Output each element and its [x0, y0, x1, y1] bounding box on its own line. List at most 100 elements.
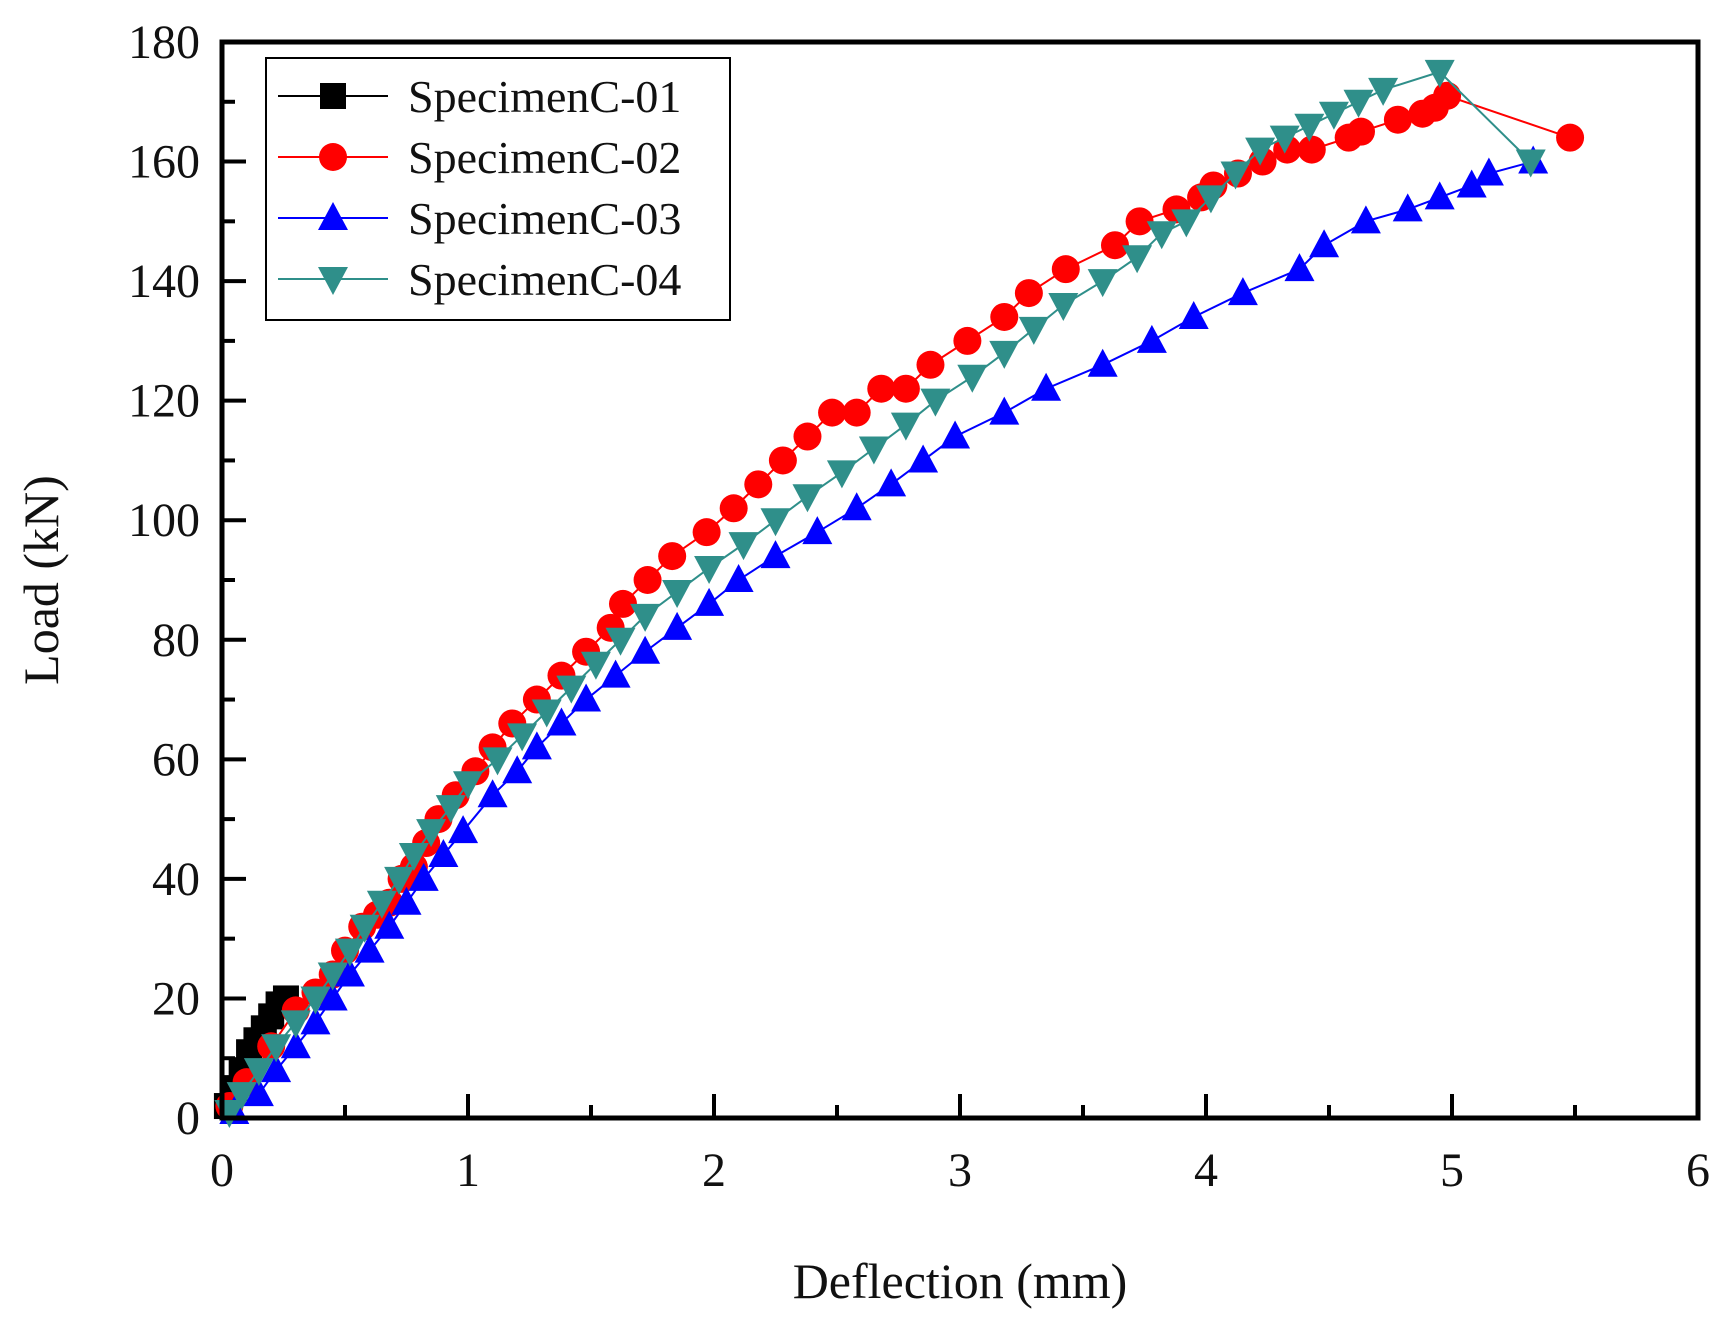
- data-point: [531, 699, 562, 728]
- x-tick-label: 2: [702, 1144, 726, 1197]
- y-tick-label: 40: [152, 853, 200, 906]
- data-point: [416, 819, 447, 848]
- data-point: [728, 532, 759, 561]
- data-point: [1343, 89, 1374, 118]
- data-point: [398, 842, 429, 871]
- data-point: [891, 374, 920, 403]
- legend: SpecimenC-01 SpecimenC-02 SpecimenC-03 Spec…: [265, 57, 731, 321]
- data-point: [990, 302, 1019, 331]
- data-point: [1424, 181, 1455, 210]
- x-tick-label: 1: [456, 1144, 480, 1197]
- y-tick-label: 60: [152, 733, 200, 786]
- data-point: [826, 460, 857, 489]
- data-point: [841, 492, 872, 521]
- data-point: [662, 579, 693, 608]
- data-point: [391, 886, 422, 915]
- data-point: [1383, 105, 1412, 134]
- data-point: [630, 603, 661, 632]
- data-point: [760, 508, 791, 537]
- data-point: [482, 747, 513, 776]
- data-point: [317, 962, 348, 991]
- data-point: [1220, 161, 1251, 190]
- data-point: [243, 1078, 274, 1107]
- data-point: [1515, 149, 1546, 178]
- data-point: [989, 396, 1020, 425]
- data-point: [858, 436, 889, 465]
- data-point: [1556, 123, 1585, 152]
- data-point: [300, 986, 331, 1015]
- legend-marker: [318, 267, 348, 295]
- data-point: [1227, 277, 1258, 306]
- data-point: [243, 1058, 274, 1087]
- data-point: [723, 564, 754, 592]
- legend-label: SpecimenC-04: [408, 254, 681, 305]
- data-point: [1195, 185, 1226, 214]
- y-tick-label: 160: [128, 136, 200, 189]
- data-point: [1473, 157, 1504, 186]
- legend-item: SpecimenC-01: [278, 71, 681, 122]
- data-point: [334, 938, 365, 967]
- data-point: [300, 1006, 331, 1035]
- data-point: [1122, 245, 1153, 274]
- data-point: [349, 914, 380, 943]
- data-point: [608, 589, 637, 618]
- legend-marker: [319, 143, 347, 171]
- y-tick-label: 180: [128, 16, 200, 69]
- data-point: [744, 470, 773, 499]
- data-point: [1018, 316, 1049, 345]
- data-point: [842, 398, 871, 427]
- data-point: [507, 723, 538, 752]
- data-point: [768, 446, 797, 475]
- legend-item: SpecimenC-03: [278, 193, 681, 244]
- legend-item: SpecimenC-02: [278, 132, 681, 183]
- x-tick-label: 4: [1194, 1144, 1218, 1197]
- data-point: [818, 398, 847, 427]
- data-point: [556, 675, 587, 704]
- data-point: [662, 611, 693, 640]
- y-tick-label: 140: [128, 255, 200, 308]
- data-point: [384, 866, 415, 895]
- data-point: [1424, 59, 1455, 88]
- y-axis-title: Load (kN): [13, 475, 69, 685]
- data-point: [658, 542, 687, 571]
- data-point: [694, 587, 725, 616]
- data-point: [408, 862, 439, 891]
- data-point: [1346, 117, 1375, 146]
- data-point: [448, 815, 479, 844]
- y-tick-label: 20: [152, 972, 200, 1025]
- data-point: [280, 1030, 311, 1059]
- data-point: [908, 444, 939, 473]
- x-axis-title: Deflection (mm): [793, 1253, 1128, 1309]
- data-point: [1136, 324, 1167, 353]
- legend-item: SpecimenC-04: [278, 254, 681, 305]
- data-point: [719, 494, 748, 523]
- data-point: [1087, 348, 1118, 377]
- series-3: [219, 145, 1549, 1125]
- series-group: [213, 59, 1585, 1129]
- data-point: [1146, 221, 1177, 250]
- y-tick-label: 120: [128, 375, 200, 428]
- data-point: [692, 518, 721, 547]
- data-point: [1171, 209, 1202, 238]
- data-point: [366, 890, 397, 919]
- data-point: [989, 340, 1020, 369]
- data-point: [890, 412, 921, 441]
- legend-label: SpecimenC-01: [408, 71, 681, 122]
- data-point: [633, 566, 662, 594]
- x-tick-label: 6: [1686, 1144, 1710, 1197]
- data-point: [867, 374, 896, 403]
- data-point: [1318, 101, 1349, 130]
- data-point: [580, 651, 611, 680]
- data-point: [1284, 253, 1315, 282]
- data-point: [1433, 81, 1462, 110]
- data-point: [1014, 279, 1043, 308]
- data-point: [605, 627, 636, 656]
- data-point: [477, 779, 508, 808]
- data-point: [1051, 255, 1080, 284]
- data-point: [1456, 169, 1487, 198]
- data-point: [1245, 137, 1276, 166]
- data-point: [317, 982, 348, 1011]
- data-point: [940, 420, 971, 449]
